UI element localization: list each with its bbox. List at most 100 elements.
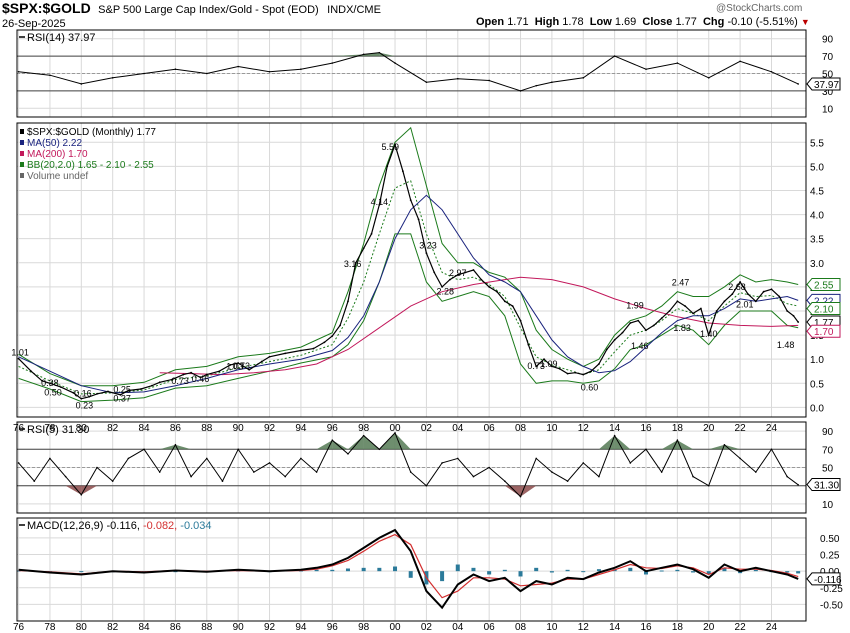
price-ytick-label-4: 3.5 — [810, 235, 824, 246]
macd-histogram-bar — [408, 571, 413, 578]
price-point — [652, 324, 655, 327]
price-point — [171, 378, 174, 381]
rsi14-tag-label: 37.97 — [814, 80, 839, 91]
rsi5-point — [96, 466, 98, 469]
macd-xtick-label-14: 04 — [452, 622, 464, 633]
rsi5-point — [253, 471, 255, 473]
rsi5-point — [551, 471, 553, 473]
price-point — [558, 367, 561, 370]
price-annotation-19: 0.60 — [581, 382, 599, 392]
price-xtick-label-0: 76 — [13, 423, 25, 434]
low-value: 1.69 — [614, 16, 637, 28]
price-point — [449, 278, 451, 281]
price-ytick-label-0: 5.5 — [810, 138, 824, 149]
macd-ytick-label-0: 0.50 — [820, 534, 840, 545]
price-annotation-27: 1.48 — [777, 340, 795, 350]
price-point — [237, 362, 240, 364]
macd-xtick-label-2: 80 — [76, 622, 88, 633]
rsi14-frame — [16, 29, 807, 118]
price-xtick-label-24: 24 — [766, 423, 778, 434]
price-point — [107, 390, 109, 393]
macd-histogram-bar — [330, 569, 335, 572]
ma50-line — [18, 194, 799, 394]
rsi5-ytick-label-0: 90 — [822, 427, 834, 438]
price-xtick-label-3: 82 — [107, 423, 119, 434]
macd-histogram-bar — [628, 567, 633, 572]
price-point — [464, 271, 467, 274]
rsi14-point — [535, 84, 538, 87]
macd-histogram-bar — [722, 567, 727, 572]
price-annotation-2: 0.38 — [41, 378, 59, 388]
rsi5-point — [268, 462, 271, 464]
price-point — [119, 393, 122, 396]
price-point — [248, 368, 251, 371]
price-annotation-6: 0.25 — [113, 384, 131, 394]
price-annotation-13: 3.16 — [344, 259, 362, 269]
rsi14-point — [551, 81, 553, 83]
price-point — [401, 170, 404, 173]
price-annotation-5: 0.37 — [113, 394, 131, 404]
price-point — [519, 319, 522, 322]
rsi5-point — [504, 480, 506, 482]
price-point — [739, 281, 742, 283]
price-annotation-8: 0.46 — [192, 374, 210, 384]
macd-ytick-label-3: -0.25 — [820, 584, 843, 595]
macd-histogram-bar — [393, 566, 398, 572]
close-label: Close — [642, 16, 673, 28]
macd-histogram-bar — [518, 571, 523, 577]
rsi14-point — [143, 72, 145, 75]
price-xtick-label-21: 18 — [672, 423, 684, 434]
macd-histogram-bar — [361, 567, 366, 572]
price-point — [792, 314, 795, 317]
price-xtick-label-9: 94 — [295, 423, 307, 434]
rsi5-point — [331, 439, 334, 442]
price-point — [312, 347, 315, 350]
price-point — [676, 300, 679, 303]
rsi14-point — [237, 65, 239, 68]
price-point — [762, 290, 765, 293]
macd-histogram-bar — [455, 564, 460, 572]
price-ytick-label-11: 0.0 — [810, 403, 824, 414]
rsi5-overbought-fill — [677, 440, 694, 450]
price-xtick-label-2: 80 — [76, 423, 88, 434]
macd-xtick-label-6: 88 — [201, 622, 213, 633]
price-annotation-1: 0.50 — [44, 387, 62, 397]
rsi5-point — [472, 475, 475, 478]
price-point — [284, 352, 287, 355]
price-annotation-4: 0.16 — [74, 389, 92, 399]
rsi14-ytick-label-3: 30 — [822, 87, 834, 98]
rsi5-point — [49, 457, 51, 460]
rsi14-point — [770, 70, 773, 73]
price-point — [692, 312, 694, 315]
macd-histogram-bar — [565, 569, 570, 572]
rsi14-point — [582, 77, 585, 79]
price-point — [778, 295, 781, 298]
macd-xtick-label-5: 86 — [170, 622, 182, 633]
rsi5-point — [64, 475, 67, 478]
rsi14-point — [456, 77, 459, 80]
rsi14-point — [111, 77, 114, 79]
price-ytick-label-1: 5.0 — [810, 162, 824, 173]
macd-xtick-label-3: 82 — [107, 622, 119, 633]
price-point — [535, 365, 538, 368]
price-point — [80, 397, 83, 400]
rsi5-point — [797, 483, 799, 486]
price-point — [425, 252, 428, 255]
price-annotation-23: 1.83 — [673, 323, 691, 333]
price-legend-2: MA(200) 1.70 — [27, 149, 88, 160]
rsi14-point — [488, 79, 490, 82]
rsi5-point — [174, 443, 177, 446]
rsi5-point — [739, 457, 741, 460]
macd-xtick-label-16: 08 — [515, 622, 527, 633]
rsi14-point — [394, 62, 396, 64]
price-legend-swatch-4 — [20, 173, 24, 178]
high-value: 1.78 — [562, 16, 584, 28]
bb-upper-line — [18, 126, 799, 387]
rsi5-point — [205, 457, 208, 460]
price-point — [668, 310, 671, 312]
price-xtick-label-11: 98 — [358, 423, 370, 434]
rsi5-oversold-fill — [65, 485, 82, 495]
price-xtick-label-8: 92 — [264, 423, 276, 434]
rsi5-point — [221, 480, 224, 482]
price-point — [394, 143, 396, 146]
